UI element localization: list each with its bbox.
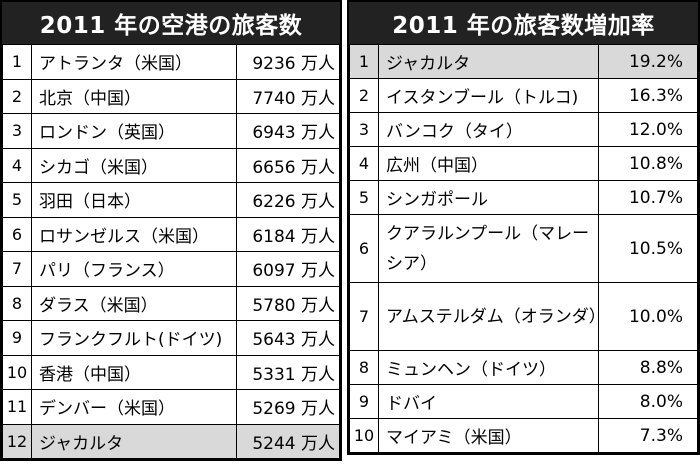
passenger-count-panel: 2011 年の空港の旅客数 1 アトランタ（米国） 9236 万人 2 北京（中国） 7… <box>0 0 342 461</box>
airport-name-cell: 北京（中国） <box>31 78 237 114</box>
table-row: 9 フランクフルト(ドイツ) 5643 万人 <box>2 320 340 356</box>
growth-rate-table: 1 ジャカルタ 19.2% 2 イスタンブール（トルコ) 16.3% 3 バンコク（タイ）… <box>349 44 698 453</box>
rank-cell: 12 <box>2 423 32 459</box>
passenger-value-cell: 9236 万人 <box>236 44 340 80</box>
table-row: 5 シンガポール 10.7% <box>349 180 698 215</box>
table-row: 3 ロンドン（英国） 6943 万人 <box>2 113 340 149</box>
table-row: 5 羽田（日本） 6226 万人 <box>2 182 340 218</box>
passenger-value-cell: 5269 万人 <box>236 389 340 425</box>
rank-cell: 6 <box>349 214 379 283</box>
table-row: 8 ミュンヘン（ドイツ） 8.8% <box>349 350 698 385</box>
passenger-value-cell: 6943 万人 <box>236 113 340 149</box>
growth-rate-table-frame: 1 ジャカルタ 19.2% 2 イスタンブール（トルコ) 16.3% 3 バンコク（タイ）… <box>347 44 700 455</box>
rank-cell: 3 <box>2 113 32 149</box>
rank-cell: 9 <box>349 384 379 419</box>
passenger-value-cell: 5780 万人 <box>236 285 340 321</box>
table-row-highlighted: 12 ジャカルタ 5244 万人 <box>2 423 340 459</box>
rank-cell: 8 <box>349 350 379 385</box>
passenger-value-cell: 6097 万人 <box>236 251 340 287</box>
airport-name-cell: シカゴ（米国） <box>31 147 237 183</box>
rank-cell: 10 <box>2 354 32 390</box>
table-row: 6 クアラルンプール（マレーシア） 10.5% <box>349 214 698 283</box>
rank-cell: 7 <box>2 251 32 287</box>
table-row: 4 シカゴ（米国） 6656 万人 <box>2 147 340 183</box>
growth-value-cell: 10.8% <box>598 146 698 181</box>
rank-cell: 5 <box>2 182 32 218</box>
table-row: 2 イスタンブール（トルコ) 16.3% <box>349 78 698 113</box>
growth-value-cell: 16.3% <box>598 78 698 113</box>
growth-rate-panel: 2011 年の旅客数増加率 1 ジャカルタ 19.2% 2 イスタンブール（トルコ) 1… <box>347 0 700 455</box>
table-row: 3 バンコク（タイ） 12.0% <box>349 112 698 147</box>
rank-cell: 2 <box>349 78 379 113</box>
rank-cell: 11 <box>2 389 32 425</box>
airport-name-cell: イスタンブール（トルコ) <box>378 78 599 113</box>
rank-cell: 6 <box>2 216 32 252</box>
airport-name-cell: アトランタ（米国） <box>31 44 237 80</box>
rank-cell: 1 <box>2 44 32 80</box>
airport-name-cell: デンバー（米国） <box>31 389 237 425</box>
rank-cell: 3 <box>349 112 379 147</box>
table-row: 1 アトランタ（米国） 9236 万人 <box>2 44 340 80</box>
airport-name-cell: ジャカルタ <box>31 423 237 459</box>
growth-value-cell: 8.0% <box>598 384 698 419</box>
passenger-count-title: 2011 年の空港の旅客数 <box>0 0 342 44</box>
airport-name-cell: ロンドン（英国） <box>31 113 237 149</box>
airport-name-cell: マイアミ（米国） <box>378 418 599 453</box>
growth-value-cell: 12.0% <box>598 112 698 147</box>
rank-cell: 7 <box>349 282 379 351</box>
growth-value-cell: 19.2% <box>598 44 698 79</box>
table-row: 7 アムステルダム（オランダ） 10.0% <box>349 282 698 351</box>
table-row-highlighted: 1 ジャカルタ 19.2% <box>349 44 698 79</box>
passenger-value-cell: 6184 万人 <box>236 216 340 252</box>
growth-value-cell: 10.7% <box>598 180 698 215</box>
table-row: 7 パリ（フランス） 6097 万人 <box>2 251 340 287</box>
table-row: 10 香港（中国） 5331 万人 <box>2 354 340 390</box>
rank-cell: 1 <box>349 44 379 79</box>
passenger-count-table-frame: 1 アトランタ（米国） 9236 万人 2 北京（中国） 7740 万人 3 ロンドン（英… <box>0 44 342 461</box>
rank-cell: 10 <box>349 418 379 453</box>
airport-name-cell: ジャカルタ <box>378 44 599 79</box>
airport-name-cell: ミュンヘン（ドイツ） <box>378 350 599 385</box>
airport-name-cell: ロサンゼルス（米国） <box>31 216 237 252</box>
passenger-value-cell: 5244 万人 <box>236 423 340 459</box>
passenger-count-table: 1 アトランタ（米国） 9236 万人 2 北京（中国） 7740 万人 3 ロンドン（英… <box>2 44 340 459</box>
airport-name-cell: ドバイ <box>378 384 599 419</box>
rank-cell: 4 <box>349 146 379 181</box>
growth-rate-title: 2011 年の旅客数増加率 <box>347 0 700 44</box>
table-row: 4 広州（中国） 10.8% <box>349 146 698 181</box>
growth-value-cell: 8.8% <box>598 350 698 385</box>
passenger-value-cell: 6226 万人 <box>236 182 340 218</box>
airport-name-cell: フランクフルト(ドイツ) <box>31 320 237 356</box>
table-row: 6 ロサンゼルス（米国） 6184 万人 <box>2 216 340 252</box>
growth-value-cell: 10.5% <box>598 214 698 283</box>
passenger-value-cell: 7740 万人 <box>236 78 340 114</box>
table-row: 11 デンバー（米国） 5269 万人 <box>2 389 340 425</box>
airport-name-cell: バンコク（タイ） <box>378 112 599 147</box>
airport-name-cell: ダラス（米国） <box>31 285 237 321</box>
airport-name-cell: クアラルンプール（マレーシア） <box>378 214 599 283</box>
growth-value-cell: 10.0% <box>598 282 698 351</box>
growth-value-cell: 7.3% <box>598 418 698 453</box>
table-row: 10 マイアミ（米国） 7.3% <box>349 418 698 453</box>
airport-name-cell: シンガポール <box>378 180 599 215</box>
airport-name-cell: 広州（中国） <box>378 146 599 181</box>
airport-name-cell: アムステルダム（オランダ） <box>378 282 599 351</box>
airport-name-cell: 羽田（日本） <box>31 182 237 218</box>
rank-cell: 9 <box>2 320 32 356</box>
airport-name-cell: パリ（フランス） <box>31 251 237 287</box>
passenger-value-cell: 6656 万人 <box>236 147 340 183</box>
airport-name-cell: 香港（中国） <box>31 354 237 390</box>
rank-cell: 5 <box>349 180 379 215</box>
rank-cell: 8 <box>2 285 32 321</box>
rank-cell: 2 <box>2 78 32 114</box>
rank-cell: 4 <box>2 147 32 183</box>
table-row: 9 ドバイ 8.0% <box>349 384 698 419</box>
table-row: 2 北京（中国） 7740 万人 <box>2 78 340 114</box>
table-row: 8 ダラス（米国） 5780 万人 <box>2 285 340 321</box>
passenger-value-cell: 5643 万人 <box>236 320 340 356</box>
passenger-value-cell: 5331 万人 <box>236 354 340 390</box>
